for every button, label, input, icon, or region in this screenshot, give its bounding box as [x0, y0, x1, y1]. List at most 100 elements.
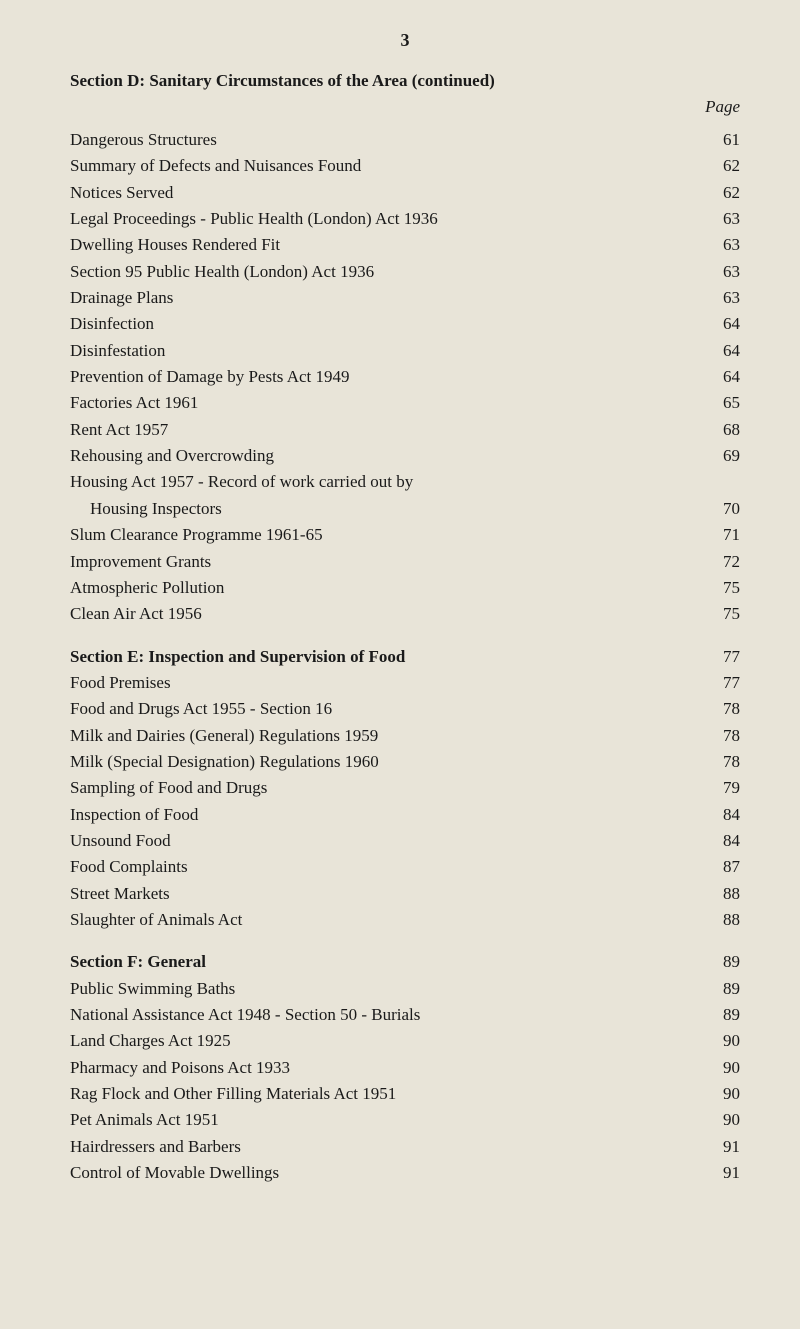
toc-page: 61	[700, 127, 740, 153]
toc-row: Public Swimming Baths89	[70, 976, 740, 1002]
toc-page: 89	[700, 1002, 740, 1028]
toc-page: 75	[700, 601, 740, 627]
toc-page: 87	[700, 854, 740, 880]
toc-label: Summary of Defects and Nuisances Found	[70, 153, 700, 179]
toc-page: 62	[700, 153, 740, 179]
toc-label: Atmospheric Pollution	[70, 575, 700, 601]
section-e-title-row: Section E: Inspection and Supervision of…	[70, 644, 740, 670]
document-page: 3 Section D: Sanitary Circumstances of t…	[0, 0, 800, 1226]
toc-page: 64	[700, 311, 740, 337]
toc-row: Clean Air Act 195675	[70, 601, 740, 627]
toc-row: Rehousing and Overcrowding69	[70, 443, 740, 469]
toc-page: 84	[700, 802, 740, 828]
toc-row: Pharmacy and Poisons Act 193390	[70, 1055, 740, 1081]
toc-row: Food Complaints87	[70, 854, 740, 880]
toc-page: 90	[700, 1107, 740, 1133]
toc-row: Notices Served62	[70, 180, 740, 206]
toc-row: Sampling of Food and Drugs79	[70, 775, 740, 801]
toc-label: Control of Movable Dwellings	[70, 1160, 700, 1186]
page-column-header: Page	[70, 97, 740, 117]
toc-label: Housing Act 1957 - Record of work carrie…	[70, 469, 700, 495]
toc-row: Dangerous Structures61	[70, 127, 740, 153]
section-f-entries: Section F: General89 Public Swimming Bat…	[70, 949, 740, 1186]
toc-row: Food and Drugs Act 1955 - Section 1678	[70, 696, 740, 722]
section-gap	[70, 933, 740, 949]
toc-label: Clean Air Act 1956	[70, 601, 700, 627]
toc-label: Sampling of Food and Drugs	[70, 775, 700, 801]
toc-label: Improvement Grants	[70, 549, 700, 575]
toc-page: 90	[700, 1081, 740, 1107]
toc-page: 78	[700, 749, 740, 775]
section-d-entries: Dangerous Structures61 Summary of Defect…	[70, 127, 740, 628]
toc-label: Legal Proceedings - Public Health (Londo…	[70, 206, 700, 232]
toc-row: Section 95 Public Health (London) Act 19…	[70, 259, 740, 285]
section-e-entries: Section E: Inspection and Supervision of…	[70, 644, 740, 934]
toc-page: 91	[700, 1160, 740, 1186]
toc-label: Rehousing and Overcrowding	[70, 443, 700, 469]
toc-page: 68	[700, 417, 740, 443]
toc-page: 63	[700, 259, 740, 285]
toc-page: 88	[700, 907, 740, 933]
toc-row: Factories Act 196165	[70, 390, 740, 416]
toc-page: 63	[700, 285, 740, 311]
toc-page: 75	[700, 575, 740, 601]
toc-label: Milk and Dairies (General) Regulations 1…	[70, 723, 700, 749]
toc-row: Control of Movable Dwellings91	[70, 1160, 740, 1186]
section-gap	[70, 628, 740, 644]
toc-page: 64	[700, 364, 740, 390]
toc-label: Public Swimming Baths	[70, 976, 700, 1002]
toc-row: Drainage Plans63	[70, 285, 740, 311]
toc-label: Food Premises	[70, 670, 700, 696]
toc-page: 77	[700, 670, 740, 696]
toc-label: Slum Clearance Programme 1961-65	[70, 522, 700, 548]
toc-row: Dwelling Houses Rendered Fit63	[70, 232, 740, 258]
toc-row: Milk and Dairies (General) Regulations 1…	[70, 723, 740, 749]
toc-label: Pharmacy and Poisons Act 1933	[70, 1055, 700, 1081]
toc-row: Prevention of Damage by Pests Act 194964	[70, 364, 740, 390]
toc-page: 79	[700, 775, 740, 801]
toc-row: Inspection of Food84	[70, 802, 740, 828]
toc-label: Pet Animals Act 1951	[70, 1107, 700, 1133]
toc-label: Section 95 Public Health (London) Act 19…	[70, 259, 700, 285]
toc-page: 63	[700, 206, 740, 232]
toc-row: Hairdressers and Barbers91	[70, 1134, 740, 1160]
toc-row: Pet Animals Act 195190	[70, 1107, 740, 1133]
toc-page: 77	[700, 644, 740, 670]
toc-row: Atmospheric Pollution75	[70, 575, 740, 601]
toc-label: Drainage Plans	[70, 285, 700, 311]
toc-label: National Assistance Act 1948 - Section 5…	[70, 1002, 700, 1028]
toc-label: Food Complaints	[70, 854, 700, 880]
toc-page: 89	[700, 949, 740, 975]
toc-row: Food Premises77	[70, 670, 740, 696]
toc-page: 69	[700, 443, 740, 469]
toc-page: 63	[700, 232, 740, 258]
toc-row: Rag Flock and Other Filling Materials Ac…	[70, 1081, 740, 1107]
toc-label: Hairdressers and Barbers	[70, 1134, 700, 1160]
toc-label: Milk (Special Designation) Regulations 1…	[70, 749, 700, 775]
toc-page: 65	[700, 390, 740, 416]
toc-page: 71	[700, 522, 740, 548]
toc-page: 84	[700, 828, 740, 854]
toc-page: 64	[700, 338, 740, 364]
toc-row: Land Charges Act 192590	[70, 1028, 740, 1054]
toc-page: 62	[700, 180, 740, 206]
toc-label: Notices Served	[70, 180, 700, 206]
toc-page: 72	[700, 549, 740, 575]
toc-label: Disinfestation	[70, 338, 700, 364]
toc-row: Improvement Grants72	[70, 549, 740, 575]
toc-label: Dangerous Structures	[70, 127, 700, 153]
toc-label: Food and Drugs Act 1955 - Section 16	[70, 696, 700, 722]
toc-row: Legal Proceedings - Public Health (Londo…	[70, 206, 740, 232]
toc-label: Disinfection	[70, 311, 700, 337]
toc-label: Slaughter of Animals Act	[70, 907, 700, 933]
toc-row: Unsound Food84	[70, 828, 740, 854]
toc-row: Housing Act 1957 - Record of work carrie…	[70, 469, 740, 495]
toc-row: Housing Inspectors70	[70, 496, 740, 522]
toc-page: 78	[700, 696, 740, 722]
toc-label: Street Markets	[70, 881, 700, 907]
toc-label: Rag Flock and Other Filling Materials Ac…	[70, 1081, 700, 1107]
toc-row: Street Markets88	[70, 881, 740, 907]
section-f-title: Section F: General	[70, 949, 700, 975]
section-e-title: Section E: Inspection and Supervision of…	[70, 644, 700, 670]
toc-page: 91	[700, 1134, 740, 1160]
